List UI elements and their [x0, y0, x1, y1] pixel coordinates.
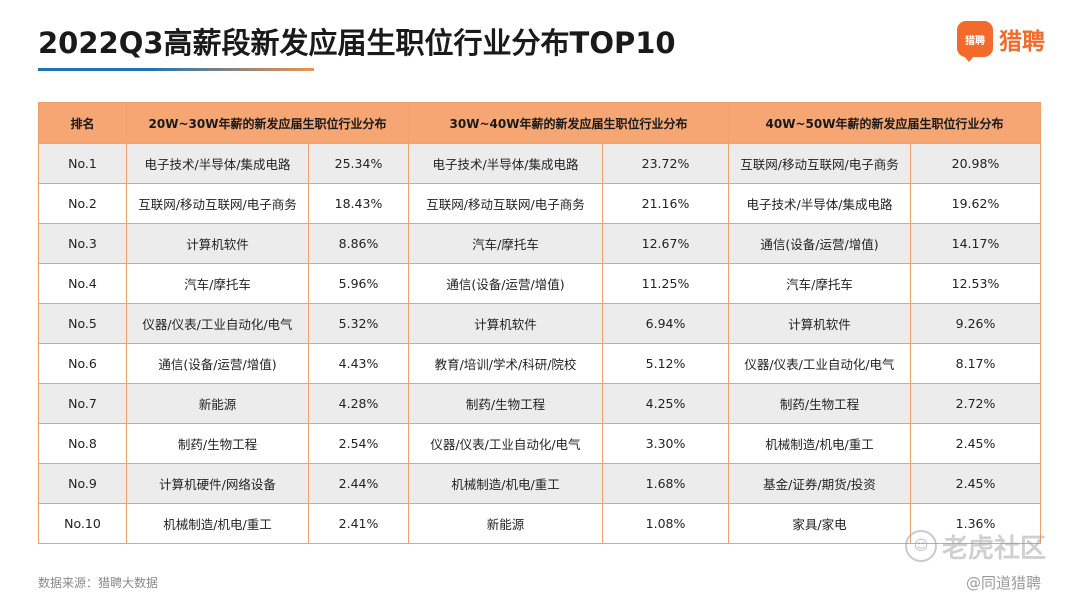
industry-30w-40w: 制药/生物工程	[408, 383, 603, 424]
data-source: 数据来源：猎聘大数据	[38, 576, 159, 590]
industry-20w-30w: 电子技术/半导体/集成电路	[126, 143, 309, 184]
industry-20w-30w: 汽车/摩托车	[126, 263, 309, 304]
industry-20w-30w: 新能源	[126, 383, 309, 424]
share-30w-40w: 11.25%	[602, 263, 729, 304]
rank-cell: No.9	[38, 463, 127, 504]
share-40w-50w: 8.17%	[910, 343, 1041, 384]
rank-cell: No.3	[38, 223, 127, 264]
industry-30w-40w: 电子技术/半导体/集成电路	[408, 143, 603, 184]
industry-40w-50w: 机械制造/机电/重工	[728, 423, 911, 464]
industry-20w-30w: 机械制造/机电/重工	[126, 503, 309, 544]
industry-20w-30w: 计算机软件	[126, 223, 309, 264]
industry-30w-40w: 仪器/仪表/工业自动化/电气	[408, 423, 603, 464]
header-30w-40w: 30W~40W年薪的新发应届生职位行业分布	[408, 102, 729, 144]
rank-cell: No.1	[38, 143, 127, 184]
share-40w-50w: 2.45%	[910, 423, 1041, 464]
share-20w-30w: 2.41%	[308, 503, 409, 544]
share-40w-50w: 2.45%	[910, 463, 1041, 504]
share-20w-30w: 2.54%	[308, 423, 409, 464]
rank-cell: No.7	[38, 383, 127, 424]
header-40w-50w: 40W~50W年薪的新发应届生职位行业分布	[728, 102, 1041, 144]
rank-cell: No.10	[38, 503, 127, 544]
watermark-sub: @同道猎聘	[966, 574, 1042, 592]
table-header-row: 排名 20W~30W年薪的新发应届生职位行业分布 30W~40W年薪的新发应届生…	[38, 102, 1041, 144]
share-30w-40w: 4.25%	[602, 383, 729, 424]
share-40w-50w: 2.72%	[910, 383, 1041, 424]
industry-20w-30w: 仪器/仪表/工业自动化/电气	[126, 303, 309, 344]
share-20w-30w: 18.43%	[308, 183, 409, 224]
title-underline	[38, 68, 314, 71]
industry-40w-50w: 仪器/仪表/工业自动化/电气	[728, 343, 911, 384]
industry-40w-50w: 通信(设备/运营/增值)	[728, 223, 911, 264]
share-20w-30w: 4.43%	[308, 343, 409, 384]
industry-40w-50w: 家具/家电	[728, 503, 911, 544]
share-30w-40w: 3.30%	[602, 423, 729, 464]
table-row: No.8 制药/生物工程 2.54% 仪器/仪表/工业自动化/电气 3.30% 机械制造/…	[38, 423, 1041, 464]
share-30w-40w: 5.12%	[602, 343, 729, 384]
liepin-logo: 猎聘 猎聘	[957, 20, 1045, 62]
rank-cell: No.5	[38, 303, 127, 344]
page-title: 2022Q3高薪段新发应届生职位行业分布TOP10	[38, 26, 676, 60]
industry-40w-50w: 互联网/移动互联网/电子商务	[728, 143, 911, 184]
share-40w-50w: 20.98%	[910, 143, 1041, 184]
industry-20w-30w: 制药/生物工程	[126, 423, 309, 464]
industry-40w-50w: 基金/证券/期货/投资	[728, 463, 911, 504]
liepin-logo-text: 猎聘	[999, 29, 1045, 55]
share-20w-30w: 4.28%	[308, 383, 409, 424]
rank-cell: No.8	[38, 423, 127, 464]
industry-20w-30w: 通信(设备/运营/增值)	[126, 343, 309, 384]
industry-30w-40w: 通信(设备/运营/增值)	[408, 263, 603, 304]
share-30w-40w: 1.68%	[602, 463, 729, 504]
rank-cell: No.2	[38, 183, 127, 224]
share-30w-40w: 6.94%	[602, 303, 729, 344]
share-30w-40w: 1.08%	[602, 503, 729, 544]
industry-30w-40w: 机械制造/机电/重工	[408, 463, 603, 504]
table-row: No.6 通信(设备/运营/增值) 4.43% 教育/培训/学术/科研/院校 5.12%…	[38, 343, 1041, 384]
industry-40w-50w: 电子技术/半导体/集成电路	[728, 183, 911, 224]
share-30w-40w: 23.72%	[602, 143, 729, 184]
industry-30w-40w: 计算机软件	[408, 303, 603, 344]
table-row: No.2 互联网/移动互联网/电子商务 18.43% 互联网/移动互联网/电子商务 21…	[38, 183, 1041, 224]
share-20w-30w: 5.32%	[308, 303, 409, 344]
share-20w-30w: 5.96%	[308, 263, 409, 304]
industry-20w-30w: 互联网/移动互联网/电子商务	[126, 183, 309, 224]
industry-40w-50w: 制药/生物工程	[728, 383, 911, 424]
industry-40w-50w: 计算机软件	[728, 303, 911, 344]
header-rank: 排名	[38, 102, 127, 144]
table-row: No.7 新能源 4.28% 制药/生物工程 4.25% 制药/生物工程 2.72%	[38, 383, 1041, 424]
industry-30w-40w: 教育/培训/学术/科研/院校	[408, 343, 603, 384]
header-20w-30w: 20W~30W年薪的新发应届生职位行业分布	[126, 102, 409, 144]
share-20w-30w: 8.86%	[308, 223, 409, 264]
share-30w-40w: 21.16%	[602, 183, 729, 224]
share-30w-40w: 12.67%	[602, 223, 729, 264]
industry-30w-40w: 新能源	[408, 503, 603, 544]
tiger-icon: ☺	[905, 530, 937, 562]
table-row: No.4 汽车/摩托车 5.96% 通信(设备/运营/增值) 11.25% 汽车/摩托车 1…	[38, 263, 1041, 304]
share-40w-50w: 9.26%	[910, 303, 1041, 344]
industry-30w-40w: 汽车/摩托车	[408, 223, 603, 264]
table-row: No.1 电子技术/半导体/集成电路 25.34% 电子技术/半导体/集成电路 23.7…	[38, 143, 1041, 184]
rank-cell: No.6	[38, 343, 127, 384]
watermark-main: 老虎社区	[942, 534, 1047, 564]
industry-40w-50w: 汽车/摩托车	[728, 263, 911, 304]
industry-distribution-table: 排名 20W~30W年薪的新发应届生职位行业分布 30W~40W年薪的新发应届生…	[38, 102, 1041, 544]
rank-cell: No.4	[38, 263, 127, 304]
industry-30w-40w: 互联网/移动互联网/电子商务	[408, 183, 603, 224]
share-20w-30w: 25.34%	[308, 143, 409, 184]
share-40w-50w: 14.17%	[910, 223, 1041, 264]
liepin-logo-icon: 猎聘	[957, 21, 993, 62]
table-row: No.10 机械制造/机电/重工 2.41% 新能源 1.08% 家具/家电 1.36%	[38, 503, 1041, 544]
table-row: No.3 计算机软件 8.86% 汽车/摩托车 12.67% 通信(设备/运营/增值) 14…	[38, 223, 1041, 264]
industry-20w-30w: 计算机硬件/网络设备	[126, 463, 309, 504]
table-row: No.5 仪器/仪表/工业自动化/电气 5.32% 计算机软件 6.94% 计算机软件 9.…	[38, 303, 1041, 344]
share-40w-50w: 19.62%	[910, 183, 1041, 224]
share-20w-30w: 2.44%	[308, 463, 409, 504]
share-40w-50w: 12.53%	[910, 263, 1041, 304]
table-row: No.9 计算机硬件/网络设备 2.44% 机械制造/机电/重工 1.68% 基金/证券/…	[38, 463, 1041, 504]
